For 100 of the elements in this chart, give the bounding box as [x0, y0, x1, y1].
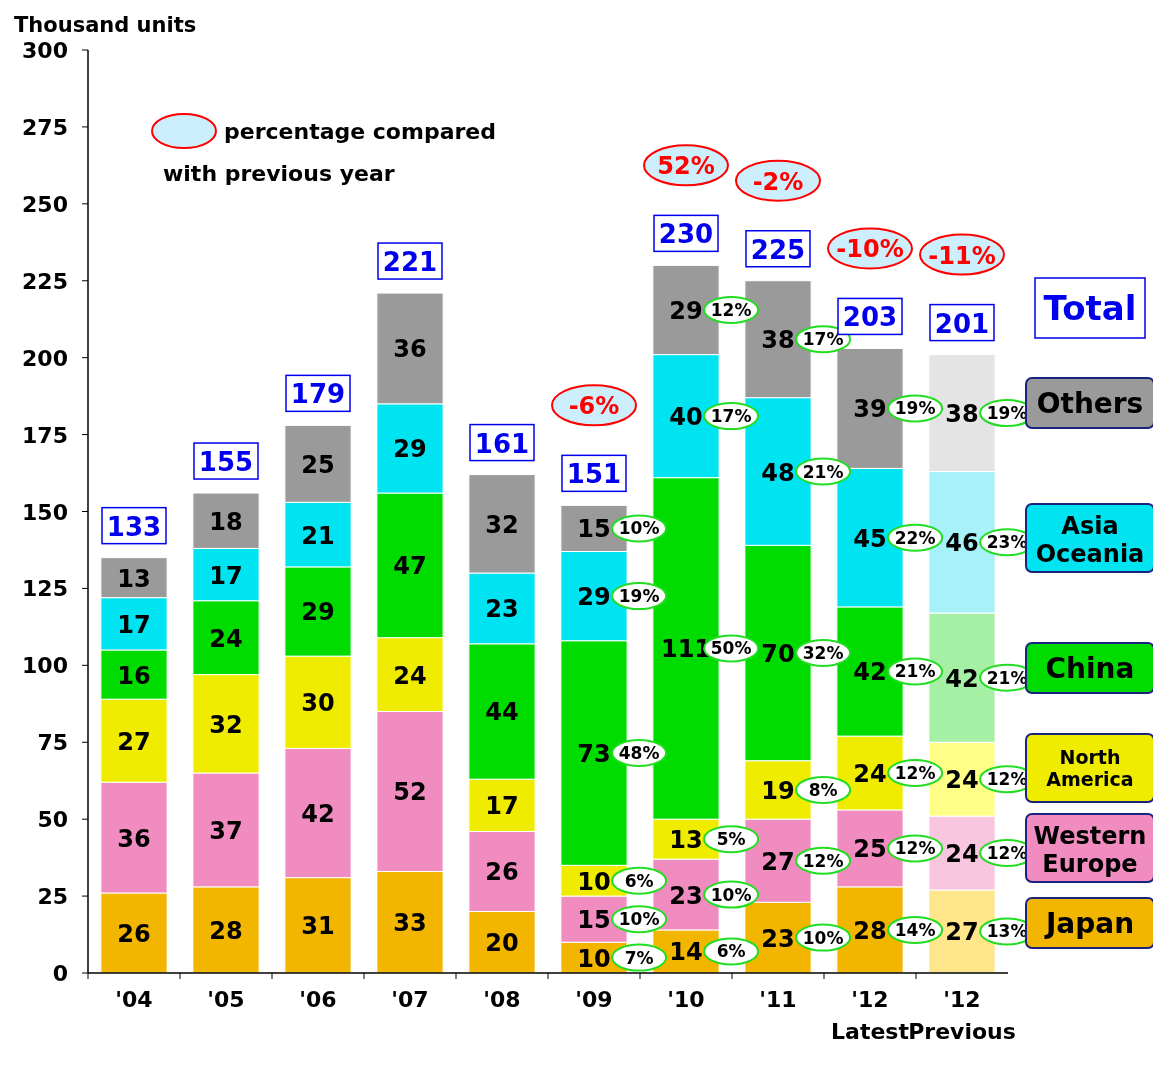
- total-label: 161: [474, 428, 530, 459]
- annotation: 19%: [894, 398, 936, 419]
- data-label: 111: [660, 635, 712, 664]
- text: North America: [1046, 746, 1134, 790]
- x-tick-label: '04: [115, 987, 153, 1012]
- annotation: 48%: [618, 743, 660, 764]
- annotation: 12%: [710, 299, 752, 320]
- x-tick-label: '06: [299, 987, 337, 1012]
- data-label: 25: [853, 835, 887, 864]
- annotation: 12%: [986, 769, 1028, 790]
- annotation: 19%: [618, 586, 660, 607]
- annotation: 32%: [802, 643, 844, 664]
- total-label: 151: [566, 459, 622, 490]
- data-label: 24: [393, 661, 427, 690]
- data-label: 36: [393, 335, 427, 364]
- annotation: -6%: [568, 392, 620, 421]
- data-label: 27: [117, 727, 151, 756]
- annotation: 10%: [710, 884, 752, 905]
- data-label: 28: [853, 916, 887, 945]
- data-label: 32: [209, 710, 243, 739]
- data-label: 31: [301, 912, 335, 941]
- annotation: percentage compared with previous year: [163, 119, 497, 186]
- total-label: 225: [750, 234, 806, 265]
- data-label: 14: [669, 938, 703, 967]
- data-label: 29: [577, 583, 611, 612]
- data-label: 17: [209, 561, 243, 590]
- data-label: 26: [117, 920, 151, 948]
- data-label: 52: [393, 778, 427, 807]
- data-label: 38: [945, 400, 979, 429]
- data-label: 29: [669, 296, 703, 325]
- x-tick-label: '05: [207, 987, 245, 1012]
- data-label: 17: [117, 610, 151, 639]
- series-label: China: [1045, 652, 1135, 686]
- data-label: 44: [485, 698, 519, 727]
- annotation: 19%: [986, 403, 1028, 424]
- total-label: 179: [290, 379, 346, 410]
- annotation: 10%: [618, 909, 660, 930]
- data-label: 70: [761, 640, 795, 669]
- series-label: Japan: [1043, 907, 1135, 941]
- data-label: 42: [945, 664, 979, 693]
- annotation: 14%: [894, 919, 936, 940]
- annotation: 12%: [802, 850, 844, 871]
- y-axis-title: Thousand units: [14, 13, 197, 37]
- data-label: 18: [209, 507, 243, 536]
- y-tick-label: 150: [22, 499, 68, 525]
- data-label: 27: [761, 847, 795, 876]
- y-tick-label: 275: [22, 114, 68, 140]
- annotation: -10%: [836, 235, 904, 264]
- data-label: 45: [853, 524, 887, 553]
- data-label: 23: [761, 924, 795, 953]
- x-tick-label: '10: [667, 987, 705, 1012]
- annotation: 22%: [894, 527, 936, 548]
- total-label: 201: [934, 308, 990, 339]
- y-tick-label: 300: [22, 38, 68, 63]
- data-label: 21: [301, 521, 335, 550]
- series-label: Western Europe: [1033, 822, 1147, 878]
- annotation: 12%: [986, 843, 1028, 864]
- annotation: 13%: [986, 921, 1028, 942]
- data-label: 23: [485, 595, 519, 624]
- data-label: 73: [577, 740, 611, 769]
- annotation: 17%: [802, 329, 844, 350]
- data-label: 20: [485, 929, 519, 958]
- annotation: 6%: [624, 870, 654, 891]
- data-label: 39: [853, 395, 887, 424]
- data-label: 28: [209, 916, 243, 945]
- data-label: 13: [117, 564, 151, 593]
- annotation: 10%: [618, 518, 660, 539]
- x-tick-label: '11: [759, 987, 797, 1012]
- annotation: 5%: [716, 829, 746, 850]
- y-tick-label: 50: [37, 807, 68, 833]
- x-tick-label: '07: [391, 987, 429, 1012]
- series-label: Asia Oceania: [1035, 512, 1145, 568]
- data-label: 42: [853, 658, 887, 687]
- x-tick-label: '12 Previous: [908, 987, 1016, 1044]
- annotation: 8%: [808, 779, 838, 800]
- data-label: 16: [117, 661, 151, 690]
- data-label: 38: [761, 326, 795, 355]
- legend-title: Total: [1043, 288, 1137, 328]
- data-label: 46: [945, 529, 979, 558]
- y-tick-label: 125: [22, 576, 68, 602]
- x-tick-label: '09: [575, 987, 613, 1012]
- y-tick-label: 175: [22, 422, 68, 448]
- total-label: 221: [382, 247, 438, 278]
- y-tick-label: 225: [22, 268, 68, 294]
- data-label: 27: [945, 918, 979, 947]
- data-label: 48: [761, 458, 795, 487]
- annotation: 21%: [894, 661, 936, 682]
- y-tick-label: 75: [37, 730, 68, 756]
- y-tick-label: 100: [22, 653, 68, 679]
- data-label: 15: [577, 906, 611, 935]
- data-label: 24: [853, 760, 887, 789]
- annotation: -2%: [752, 167, 804, 196]
- annotation: 10%: [802, 927, 844, 948]
- data-label: 25: [301, 450, 335, 479]
- annotation: -11%: [928, 241, 996, 270]
- annotation: 21%: [802, 461, 844, 482]
- data-label: 29: [393, 435, 427, 464]
- data-label: 37: [209, 816, 243, 845]
- y-tick-label: 25: [37, 884, 68, 910]
- data-label: 26: [485, 858, 519, 887]
